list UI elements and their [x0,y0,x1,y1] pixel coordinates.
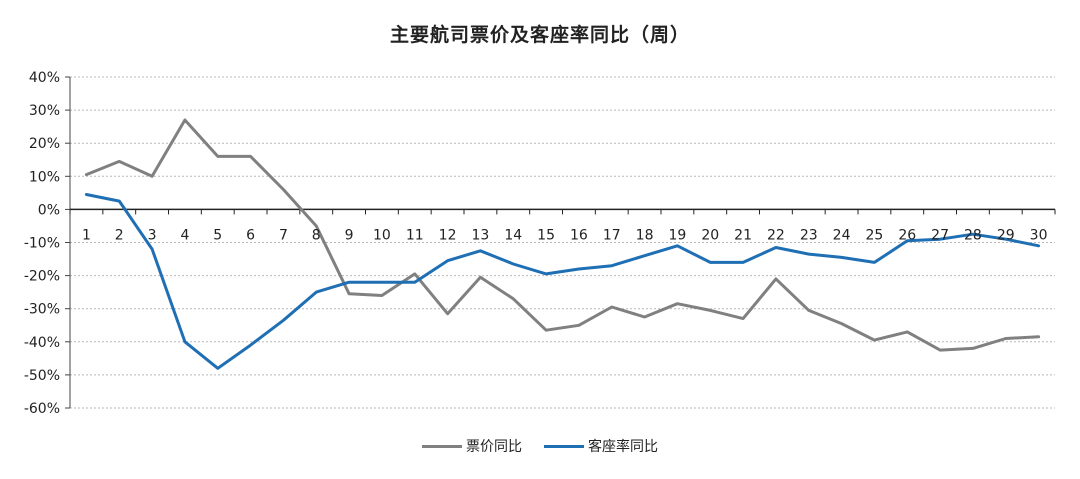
x-tick-label: 24 [833,227,851,243]
legend-item-ticket-price: 票价同比 [422,436,522,456]
x-tick-label: 17 [603,227,621,243]
x-tick-label: 4 [180,227,189,243]
series-line-0 [84,118,1041,352]
y-tick-label: -20% [24,269,60,285]
x-tick-label: 19 [669,227,687,243]
y-tick-label: 0% [38,202,60,218]
x-tick-label: 28 [964,227,982,243]
y-tick-label: 20% [29,136,60,152]
y-tick-label: -10% [24,236,60,252]
x-tick-label: 20 [701,227,719,243]
y-tick-label: 10% [29,169,60,185]
y-tick-label: -50% [24,368,60,384]
x-tick-label: 16 [570,227,588,243]
y-tick-label: 30% [29,103,60,119]
x-tick-label: 29 [997,227,1015,243]
x-tick-label: 6 [246,227,255,243]
x-tick-label: 26 [898,227,916,243]
x-tick-label: 2 [115,227,124,243]
x-tick-label: 5 [213,227,222,243]
x-tick-label: 21 [734,227,752,243]
series-line-1 [84,193,1041,370]
legend-swatch-load-factor [544,444,584,448]
x-tick-label: 23 [800,227,818,243]
y-tick-label: 40% [29,70,60,86]
x-tick-label: 30 [1030,227,1048,243]
x-tick-label: 25 [866,227,884,243]
x-tick-label: 14 [504,227,522,243]
x-tick-label: 22 [767,227,785,243]
legend-swatch-ticket-price [422,444,462,448]
chart-legend: 票价同比 客座率同比 [0,436,1080,456]
x-tick-label: 1 [82,227,91,243]
y-tick-label: -30% [24,302,60,318]
x-tick-label: 15 [537,227,555,243]
y-tick-label: -60% [24,401,60,417]
legend-label-ticket-price: 票价同比 [466,439,522,455]
legend-label-load-factor: 客座率同比 [588,439,658,455]
x-tick-label: 13 [472,227,490,243]
x-tick-label: 8 [312,227,321,243]
y-tick-label: -40% [24,335,60,351]
x-tick-label: 9 [345,227,354,243]
x-tick-label: 18 [636,227,654,243]
x-tick-label: 7 [279,227,288,243]
x-tick-label: 10 [373,227,391,243]
legend-item-load-factor: 客座率同比 [544,436,658,456]
x-tick-label: 11 [406,227,424,243]
x-tick-label: 3 [148,227,157,243]
chart-title: 主要航司票价及客座率同比（周） [389,24,690,46]
x-tick-label: 27 [931,227,949,243]
x-tick-label: 12 [439,227,457,243]
